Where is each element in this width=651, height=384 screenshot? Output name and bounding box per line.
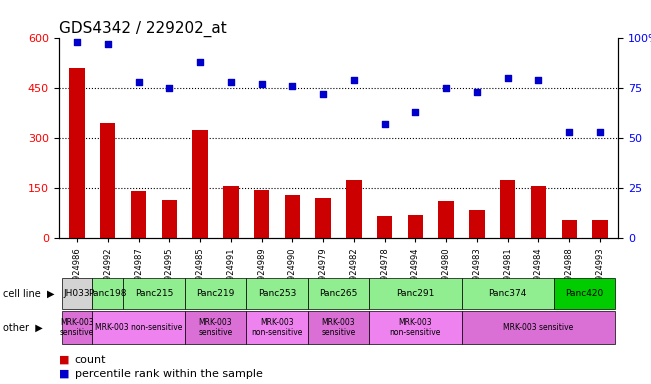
Text: Panc198: Panc198 <box>89 289 127 298</box>
Bar <box>284 195 300 238</box>
Text: cell line  ▶: cell line ▶ <box>3 289 54 299</box>
Text: Panc253: Panc253 <box>258 289 296 298</box>
Point <box>256 81 267 88</box>
Text: Panc420: Panc420 <box>566 289 603 298</box>
Text: MRK-003 non-sensitive: MRK-003 non-sensitive <box>95 323 182 332</box>
Text: GDS4342 / 229202_at: GDS4342 / 229202_at <box>59 21 227 37</box>
Point <box>380 121 390 127</box>
Text: MRK-003
non-sensitive: MRK-003 non-sensitive <box>251 318 303 337</box>
Text: MRK-003
sensitive: MRK-003 sensitive <box>60 318 94 337</box>
Bar <box>70 68 85 238</box>
Text: Panc265: Panc265 <box>320 289 357 298</box>
Text: Panc219: Panc219 <box>197 289 234 298</box>
Point <box>195 59 205 65</box>
Text: percentile rank within the sample: percentile rank within the sample <box>75 369 263 379</box>
Text: Panc291: Panc291 <box>396 289 435 298</box>
Text: ■: ■ <box>59 369 69 379</box>
Point <box>72 39 82 45</box>
Point <box>226 79 236 85</box>
Text: MRK-003
sensitive: MRK-003 sensitive <box>322 318 355 337</box>
Bar <box>408 215 423 238</box>
Bar <box>346 180 361 238</box>
Bar <box>500 180 516 238</box>
Bar <box>562 220 577 238</box>
Bar <box>469 210 484 238</box>
Point <box>103 41 113 48</box>
Bar <box>316 198 331 238</box>
Bar <box>592 220 607 238</box>
Point <box>533 77 544 83</box>
Point <box>410 109 421 115</box>
Text: count: count <box>75 355 106 365</box>
Bar <box>531 187 546 238</box>
Text: ■: ■ <box>59 355 69 365</box>
Point <box>318 91 328 98</box>
Point <box>595 129 605 135</box>
Point <box>503 75 513 81</box>
Bar <box>131 192 146 238</box>
Bar <box>100 123 115 238</box>
Text: Panc215: Panc215 <box>135 289 173 298</box>
Point <box>564 129 574 135</box>
Text: MRK-003
non-sensitive: MRK-003 non-sensitive <box>390 318 441 337</box>
Text: other  ▶: other ▶ <box>3 322 42 333</box>
Bar <box>377 217 393 238</box>
Bar <box>223 187 238 238</box>
Point <box>133 79 144 85</box>
Point <box>164 85 174 91</box>
Point <box>287 83 298 89</box>
Point <box>441 85 451 91</box>
Bar <box>193 130 208 238</box>
Bar <box>254 190 270 238</box>
Text: MRK-003
sensitive: MRK-003 sensitive <box>199 318 232 337</box>
Text: MRK-003 sensitive: MRK-003 sensitive <box>503 323 574 332</box>
Bar <box>161 200 177 238</box>
Bar <box>439 202 454 238</box>
Text: JH033: JH033 <box>64 289 90 298</box>
Text: Panc374: Panc374 <box>488 289 527 298</box>
Point <box>472 89 482 95</box>
Point <box>349 77 359 83</box>
